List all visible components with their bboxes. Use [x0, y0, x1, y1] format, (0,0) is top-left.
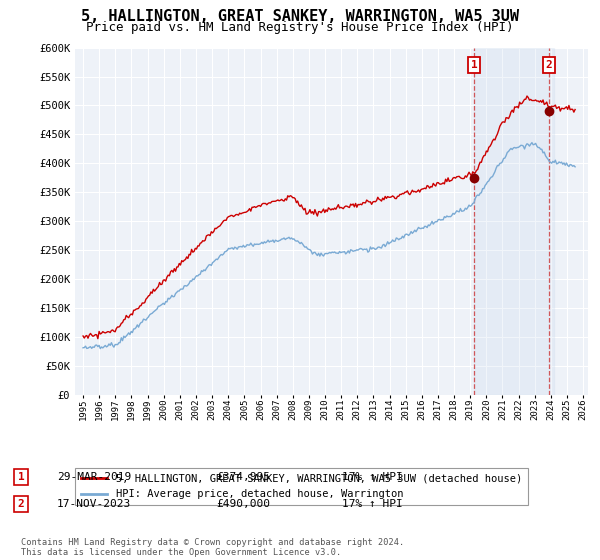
Text: 29-MAR-2019: 29-MAR-2019 [57, 472, 131, 482]
Text: 17% ↑ HPI: 17% ↑ HPI [342, 499, 403, 509]
Text: Price paid vs. HM Land Registry's House Price Index (HPI): Price paid vs. HM Land Registry's House … [86, 21, 514, 34]
Text: 2: 2 [545, 60, 553, 70]
Legend: 5, HALLINGTON, GREAT SANKEY, WARRINGTON, WA5 3UW (detached house), HPI: Average : 5, HALLINGTON, GREAT SANKEY, WARRINGTON,… [75, 468, 528, 506]
Text: £374,995: £374,995 [216, 472, 270, 482]
Text: 5, HALLINGTON, GREAT SANKEY, WARRINGTON, WA5 3UW: 5, HALLINGTON, GREAT SANKEY, WARRINGTON,… [81, 9, 519, 24]
Text: 2: 2 [17, 499, 25, 509]
Text: 1: 1 [17, 472, 25, 482]
Bar [474, 48, 554, 395]
Text: 17-NOV-2023: 17-NOV-2023 [57, 499, 131, 509]
Text: Contains HM Land Registry data © Crown copyright and database right 2024.
This d: Contains HM Land Registry data © Crown c… [21, 538, 404, 557]
Text: 1: 1 [471, 60, 478, 70]
Text: £490,000: £490,000 [216, 499, 270, 509]
Text: 17% ↑ HPI: 17% ↑ HPI [342, 472, 403, 482]
